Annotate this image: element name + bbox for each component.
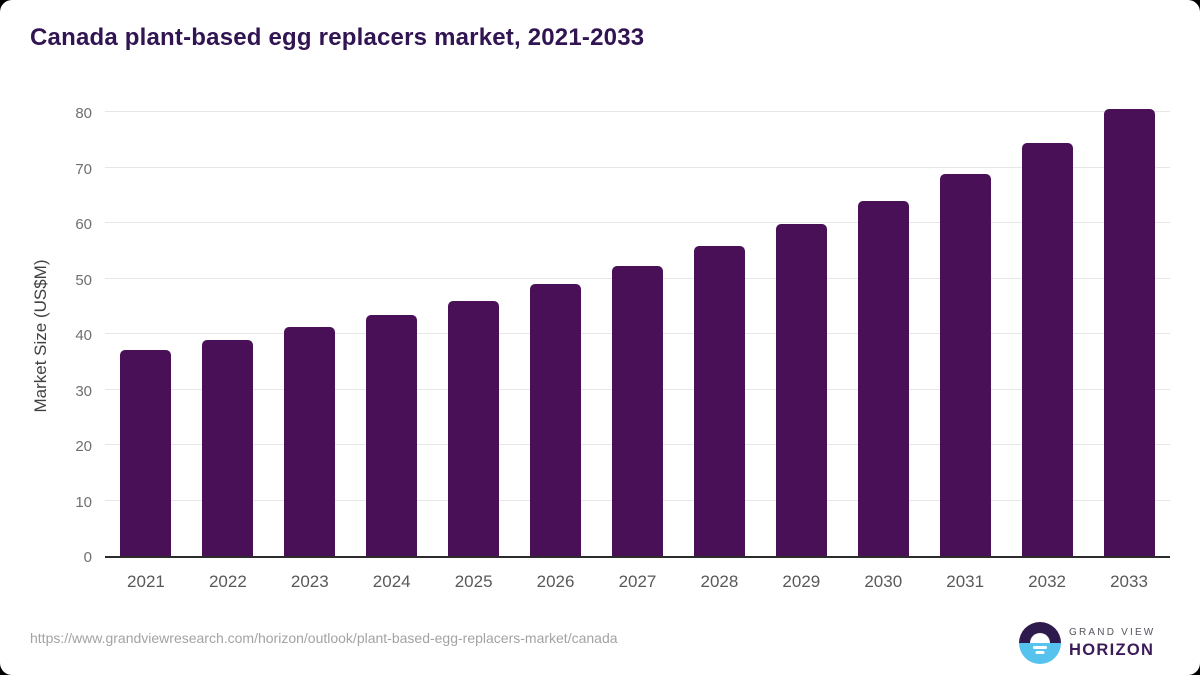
x-tick-label-2031: 2031 [946,572,985,591]
horizon-sun-icon [1019,622,1061,664]
bar-2033 [1103,109,1155,556]
bar-group-2023: 2023 [269,114,351,591]
logo-text: GRAND VIEW HORIZON [1069,622,1155,664]
x-tick-label-2029: 2029 [782,572,821,591]
bar-group-2021: 2021 [105,114,187,591]
x-tick-label-2033: 2033 [1110,572,1148,591]
bar-group-2033: 2033 [1088,109,1170,591]
x-tick-label-2032: 2032 [1028,572,1067,591]
bar-group-2029: 2029 [760,114,842,591]
y-tick-label-60: 60 [75,216,92,233]
bar-group-2022: 2022 [187,114,269,591]
y-tick-label-80: 80 [75,105,92,122]
x-tick-label-2030: 2030 [864,572,903,591]
bar-2021 [120,349,172,556]
bar-2032 [1021,143,1073,556]
y-tick-label-40: 40 [75,327,92,344]
bar-2028 [693,246,745,556]
sun-reflection-line-icon [1035,651,1045,654]
bar-group-2032: 2032 [1006,114,1088,591]
bar-2030 [857,200,909,556]
y-tick-label-30: 30 [75,382,92,400]
bar-group-2030: 2030 [842,114,924,591]
x-tick-label-2028: 2028 [700,572,739,591]
y-tick-label-10: 10 [75,493,92,511]
bar-2026 [530,284,582,556]
sun-dome-icon [1030,633,1050,643]
bar-2023 [284,327,336,556]
plot-area: 2021 2022 2023 2024 2025 2026 2027 2028 2029 2030… [105,109,1170,591]
gridline-60 [105,222,1170,223]
bar-2025 [448,300,500,556]
x-tick-label-2027: 2027 [618,572,657,591]
bar-2031 [939,173,991,556]
gridline-70 [105,166,1170,168]
x-tick-label-2022: 2022 [208,572,247,591]
bar-group-2025: 2025 [433,114,515,591]
bar-2027 [611,265,663,556]
y-tick-label-0: 0 [83,549,92,566]
bar-group-2026: 2026 [515,114,597,591]
bar-group-2031: 2031 [924,114,1006,591]
bar-2024 [366,314,418,556]
logo-brand-name: GRAND VIEW [1069,626,1156,638]
x-tick-label-2026: 2026 [536,572,575,591]
x-tick-label-2025: 2025 [454,572,493,591]
bar-group-2027: 2027 [597,114,679,591]
bar-group-2024: 2024 [351,114,433,591]
bar-2029 [775,224,827,556]
y-tick-label-70: 70 [75,160,92,178]
x-tick-label-2023: 2023 [290,572,329,591]
x-tick-label-2021: 2021 [127,572,165,591]
bar-2022 [202,339,254,556]
grand-view-horizon-logo: GRAND VIEW HORIZON [1019,622,1155,664]
logo-product-name: HORIZON [1069,640,1155,659]
source-url: https://www.grandviewresearch.com/horizo… [30,630,618,646]
y-tick-label-50: 50 [75,271,92,289]
sun-reflection-line-icon [1033,646,1047,649]
gridline-80 [105,111,1170,112]
y-tick-label-20: 20 [75,438,92,455]
x-tick-label-2024: 2024 [372,572,411,591]
chart-title: Canada plant-based egg replacers market,… [30,24,645,51]
bar-group-2028: 2028 [678,114,760,591]
bars-container: 2021 2022 2023 2024 2025 2026 2027 2028 2029 2030… [105,109,1170,591]
